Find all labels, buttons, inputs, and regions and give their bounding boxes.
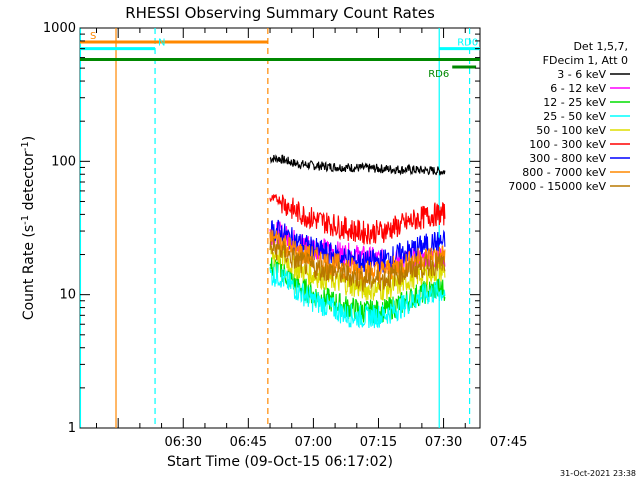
legend-label-7: 800 - 7000 keV	[522, 166, 606, 179]
flag-label-0: S	[90, 31, 96, 42]
instrument-state-lines	[79, 28, 471, 428]
y-axis-label-mid: detector	[21, 151, 37, 215]
chart-title: RHESSI Observing Summary Count Rates	[125, 4, 435, 22]
series-line-8	[269, 237, 446, 293]
x-tick-label-2: 07:00	[295, 435, 332, 450]
y-tick-label-3: 1000	[43, 21, 76, 36]
legend-label-1: 6 - 12 keV	[550, 82, 606, 95]
x-tick-label-1: 06:45	[230, 435, 267, 450]
legend-label-5: 100 - 300 keV	[529, 138, 606, 151]
flag-label-3: RD0	[457, 38, 478, 49]
y-tick-label-2: 100	[51, 154, 76, 169]
legend-label-8: 7000 - 15000 keV	[508, 180, 606, 193]
data-series	[269, 154, 446, 329]
legend-label-2: 12 - 25 keV	[543, 96, 606, 109]
series-line-3	[269, 263, 446, 329]
x-axis-label: Start Time (09-Oct-15 06:17:02)	[167, 454, 393, 470]
legend-label-4: 50 - 100 keV	[536, 124, 606, 137]
y-axis-label-sup2: -1	[20, 141, 31, 151]
series-line-0	[269, 154, 446, 176]
x-tick-label-3: 07:15	[360, 435, 397, 450]
series-line-6	[269, 219, 446, 273]
legend-label-6: 300 - 800 keV	[529, 152, 606, 165]
y-tick-label-1: 10	[59, 288, 76, 303]
x-axis-ticks: 06:30 06:45 07:00 07:15 07:30 07:45	[95, 28, 527, 450]
series-line-5	[269, 193, 446, 245]
flag-label-1: N	[158, 38, 165, 49]
flag-bars: S N RD0 RD6	[80, 31, 480, 80]
y-tick-label-0: 1	[68, 421, 76, 436]
x-tick-label-4: 07:30	[425, 435, 462, 450]
plot-frame	[79, 27, 481, 429]
legend-label-3: 25 - 50 keV	[543, 110, 606, 123]
y-axis-label-sup1: -1	[20, 215, 31, 225]
y-axis-label-end: )	[21, 136, 37, 141]
x-tick-label-5: 07:45	[490, 435, 527, 450]
legend-label-0: 3 - 6 keV	[557, 68, 606, 81]
footer-timestamp: 31-Oct-2021 23:38	[560, 469, 636, 478]
flag-label-4: RD6	[428, 69, 449, 80]
y-axis-label-main: Count Rate (s	[21, 225, 37, 320]
legend-header-0: Det 1,5,7,	[573, 40, 628, 53]
y-axis-ticks: 1 10 100 1000	[43, 21, 480, 436]
y-axis-label: Count Rate (s-1 detector-1)	[20, 136, 38, 320]
legend-header-1: FDecim 1, Att 0	[543, 54, 628, 67]
x-tick-label-0: 06:30	[165, 435, 202, 450]
